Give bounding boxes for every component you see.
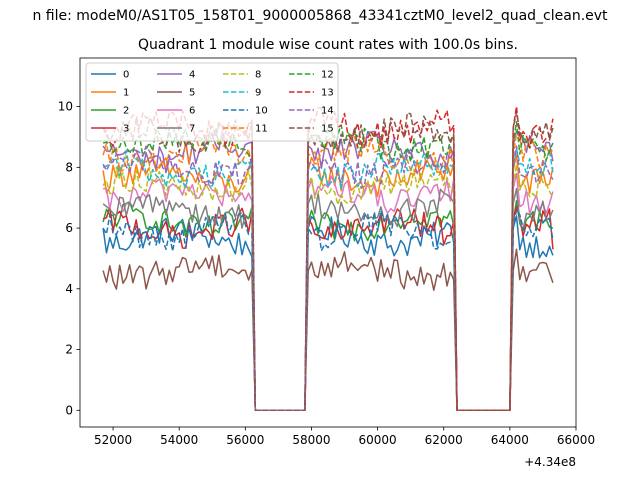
legend-label-4: 4: [189, 70, 195, 81]
series-line-3: [102, 206, 554, 412]
x-tick-label: 54000: [160, 433, 198, 447]
legend-label-9: 9: [255, 88, 261, 99]
legend-label-0: 0: [123, 70, 129, 81]
legend-label-15: 15: [321, 124, 334, 135]
series-line-15: [102, 111, 554, 412]
legend-label-1: 1: [123, 88, 129, 99]
legend-label-8: 8: [255, 70, 261, 81]
y-axis: 0 2 4 6 8 10: [58, 100, 80, 417]
legend-label-5: 5: [189, 88, 195, 99]
legend-label-6: 6: [189, 106, 195, 117]
legend-label-14: 14: [321, 106, 334, 117]
legend-label-12: 12: [321, 70, 334, 81]
axes-frame: [79, 57, 577, 428]
legend-label-11: 11: [255, 124, 268, 135]
x-axis: 52000 54000 56000 58000 60000 62000 64000 66000: [94, 427, 595, 447]
series-line-5: [102, 248, 554, 412]
y-tick-label: 2: [65, 343, 73, 357]
x-offset-label: +4.34e8: [524, 455, 576, 469]
figure-suptitle: n file: modeM0/AS1T05_158T01_9000005868_…: [32, 8, 608, 24]
y-tick-label: 6: [65, 221, 73, 235]
x-tick-label: 52000: [94, 433, 132, 447]
y-tick-label: 4: [65, 282, 73, 296]
legend-label-10: 10: [255, 106, 268, 117]
y-tick-label: 8: [65, 160, 73, 174]
chart-title: Quadrant 1 module wise count rates with …: [138, 37, 518, 53]
y-tick-label: 10: [58, 100, 73, 114]
x-tick-label: 62000: [425, 433, 463, 447]
x-tick-label: 56000: [226, 433, 264, 447]
series-line-10: [102, 209, 554, 412]
x-tick-label: 58000: [292, 433, 330, 447]
legend-label-3: 3: [123, 124, 129, 135]
series-line-8: [102, 163, 554, 412]
x-tick-label: 64000: [491, 433, 529, 447]
series-line-14: [102, 145, 554, 412]
series-lines: [102, 105, 554, 412]
legend-label-2: 2: [123, 106, 129, 117]
legend-label-7: 7: [189, 124, 195, 135]
legend-box: [85, 62, 339, 142]
plot-area: 52000 54000 56000 58000 60000 62000 64000 66000…: [58, 57, 595, 447]
legend-label-13: 13: [321, 88, 334, 99]
x-tick-label: 66000: [557, 433, 595, 447]
series-line-0: [102, 215, 554, 412]
x-tick-label: 60000: [359, 433, 397, 447]
y-tick-label: 0: [65, 403, 73, 417]
series-line-7: [102, 187, 554, 412]
